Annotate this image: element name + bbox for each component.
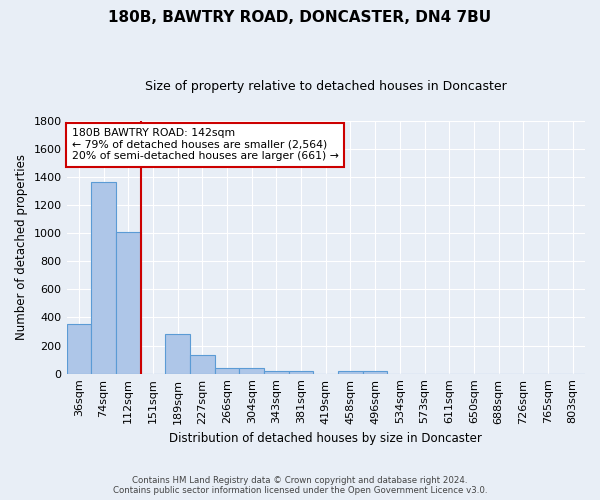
Bar	[116, 232, 140, 374]
Bar	[338, 371, 363, 374]
Bar	[190, 356, 215, 374]
Y-axis label: Number of detached properties: Number of detached properties	[15, 154, 28, 340]
Bar	[67, 324, 91, 374]
Bar	[91, 182, 116, 374]
Text: Contains HM Land Registry data © Crown copyright and database right 2024.
Contai: Contains HM Land Registry data © Crown c…	[113, 476, 487, 495]
Title: Size of property relative to detached houses in Doncaster: Size of property relative to detached ho…	[145, 80, 506, 93]
Bar	[264, 370, 289, 374]
Text: 180B, BAWTRY ROAD, DONCASTER, DN4 7BU: 180B, BAWTRY ROAD, DONCASTER, DN4 7BU	[109, 10, 491, 25]
Bar	[165, 334, 190, 374]
Bar	[215, 368, 239, 374]
X-axis label: Distribution of detached houses by size in Doncaster: Distribution of detached houses by size …	[169, 432, 482, 445]
Text: 180B BAWTRY ROAD: 142sqm
← 79% of detached houses are smaller (2,564)
20% of sem: 180B BAWTRY ROAD: 142sqm ← 79% of detach…	[72, 128, 338, 162]
Bar	[363, 370, 388, 374]
Bar	[289, 371, 313, 374]
Bar	[239, 368, 264, 374]
